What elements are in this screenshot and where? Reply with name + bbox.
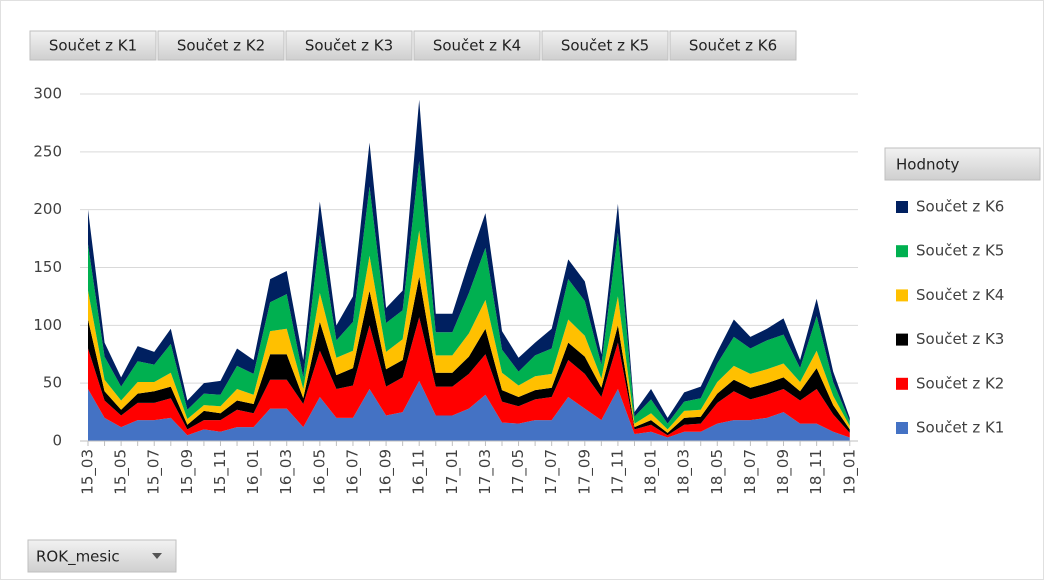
y-tick-label: 150 xyxy=(33,258,62,276)
area xyxy=(88,317,850,438)
field-button[interactable] xyxy=(27,539,177,573)
series-button-label: Součet z K4 xyxy=(433,37,521,55)
legend-swatch xyxy=(896,289,908,302)
x-tick-label: 18_05 xyxy=(708,449,727,495)
x-tick-label: 17_05 xyxy=(509,449,528,495)
y-tick-label: 250 xyxy=(33,142,62,160)
x-tick-label: 17_03 xyxy=(476,449,495,495)
x-tick-label: 15_05 xyxy=(112,449,131,495)
legend-swatch xyxy=(896,422,908,434)
x-tick-label: 17_11 xyxy=(608,449,627,495)
legend-swatch xyxy=(896,201,908,213)
x-tick-label: 16_09 xyxy=(377,449,396,495)
legend-swatch xyxy=(896,333,908,346)
field-button-label: ROK_mesic xyxy=(36,548,120,567)
y-tick-label: 200 xyxy=(33,200,62,218)
x-tick-label: 15_11 xyxy=(211,449,230,495)
series-button-label: Součet z K2 xyxy=(177,37,265,55)
series-button[interactable] xyxy=(541,30,669,61)
series-button[interactable] xyxy=(29,30,157,61)
x-tick-label: 16_05 xyxy=(310,449,329,495)
series-button[interactable] xyxy=(285,30,413,61)
legend-title: Hodnoty xyxy=(896,156,960,174)
y-tick-label: 50 xyxy=(43,374,62,392)
legend-swatch xyxy=(896,377,908,390)
series-button-label: Součet z K3 xyxy=(305,37,393,55)
x-tick-label: 16_11 xyxy=(410,449,429,495)
legend-label: Součet z K1 xyxy=(916,419,1004,437)
dropdown-arrow xyxy=(152,553,162,559)
x-tick-label: 16_03 xyxy=(277,449,296,495)
area xyxy=(88,161,850,430)
legend-label: Součet z K4 xyxy=(916,286,1004,304)
legend-swatch xyxy=(896,245,908,258)
x-tick-label: 18_11 xyxy=(807,449,826,495)
series-button-label: Součet z K1 xyxy=(49,37,137,55)
series-button[interactable] xyxy=(157,30,285,61)
legend-label: Součet z K5 xyxy=(916,242,1004,260)
legend-label: Součet z K6 xyxy=(916,198,1004,216)
legend-title-box xyxy=(884,147,1041,181)
x-tick-label: 15_09 xyxy=(178,449,197,495)
y-tick-label: 300 xyxy=(33,85,62,103)
x-tick-label: 17_07 xyxy=(542,449,561,495)
x-tick-label: 18_03 xyxy=(675,449,694,495)
x-tick-label: 16_07 xyxy=(343,449,362,495)
series-button[interactable] xyxy=(413,30,541,61)
x-tick-label: 16_01 xyxy=(244,449,263,495)
y-tick-label: 0 xyxy=(52,432,62,450)
legend-label: Součet z K2 xyxy=(916,374,1004,392)
y-tick-label: 100 xyxy=(33,316,62,334)
x-tick-label: 18_09 xyxy=(774,449,793,495)
legend-label: Součet z K3 xyxy=(916,330,1004,348)
x-tick-label: 17_01 xyxy=(443,449,462,495)
x-tick-label: 15_03 xyxy=(79,449,98,495)
x-tick-label: 18_07 xyxy=(741,449,760,495)
series-button-label: Součet z K5 xyxy=(561,37,649,55)
x-tick-label: 17_09 xyxy=(575,449,594,495)
x-tick-label: 15_07 xyxy=(145,449,164,495)
area xyxy=(88,99,850,424)
x-tick-label: 19_01 xyxy=(840,449,859,495)
area xyxy=(88,380,850,441)
x-tick-label: 18_01 xyxy=(642,449,661,495)
series-button[interactable] xyxy=(669,30,797,61)
series-button-label: Součet z K6 xyxy=(689,37,777,55)
